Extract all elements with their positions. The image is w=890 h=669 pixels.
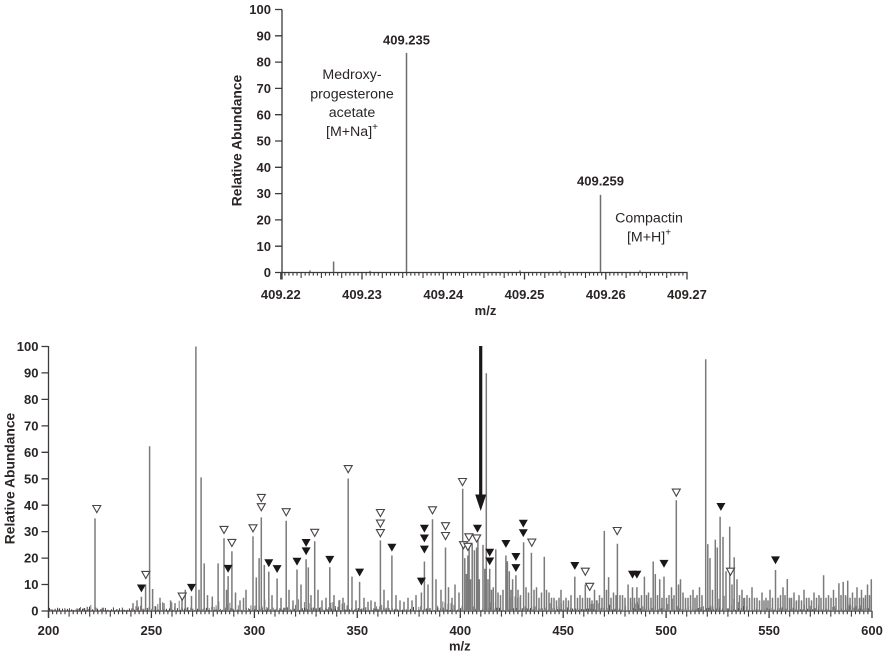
svg-text:300: 300 [244,623,266,638]
svg-text:Medroxy-: Medroxy- [322,67,381,83]
svg-text:600: 600 [861,623,883,638]
svg-text:409.235: 409.235 [383,33,430,48]
svg-text:50: 50 [257,134,271,149]
svg-text:progesterone: progesterone [310,86,394,102]
svg-text:10: 10 [24,577,38,592]
svg-text:409.22: 409.22 [261,287,301,302]
svg-text:400: 400 [449,623,471,638]
svg-text:acetate: acetate [329,105,376,121]
svg-text:350: 350 [346,623,368,638]
svg-text:90: 90 [24,366,38,381]
svg-text:409.23: 409.23 [342,287,382,302]
svg-text:409.24: 409.24 [423,287,464,302]
svg-text:30: 30 [257,186,271,201]
svg-text:50: 50 [24,471,38,486]
svg-text:80: 80 [24,392,38,407]
svg-text:409.27: 409.27 [667,287,707,302]
svg-text:409.25: 409.25 [505,287,545,302]
svg-text:250: 250 [141,623,163,638]
svg-text:200: 200 [38,623,60,638]
svg-text:409.26: 409.26 [586,287,626,302]
svg-text:Relative Abundance: Relative Abundance [3,413,18,545]
svg-text:500: 500 [655,623,677,638]
svg-text:40: 40 [24,498,38,513]
svg-text:409.259: 409.259 [577,174,624,189]
svg-text:30: 30 [24,524,38,539]
svg-text:60: 60 [257,107,271,122]
svg-text:100: 100 [17,339,39,354]
svg-text:450: 450 [552,623,574,638]
svg-text:60: 60 [24,445,38,460]
svg-text:0: 0 [264,265,271,280]
svg-text:[M+Na]+: [M+Na]+ [326,122,378,140]
svg-text:10: 10 [257,239,271,254]
svg-text:Relative Abundance: Relative Abundance [230,75,245,207]
svg-text:20: 20 [257,213,271,228]
svg-text:40: 40 [257,160,271,175]
svg-text:m/z: m/z [475,303,497,318]
svg-text:70: 70 [257,81,271,96]
svg-text:Compactin: Compactin [615,211,683,227]
svg-text:80: 80 [257,55,271,70]
svg-text:20: 20 [24,551,38,566]
svg-text:[M+H]+: [M+H]+ [627,228,671,246]
svg-text:70: 70 [24,419,38,434]
svg-text:550: 550 [758,623,780,638]
svg-text:m/z: m/z [449,639,471,654]
svg-text:0: 0 [31,604,38,619]
svg-text:90: 90 [257,28,271,43]
svg-text:100: 100 [249,2,271,17]
